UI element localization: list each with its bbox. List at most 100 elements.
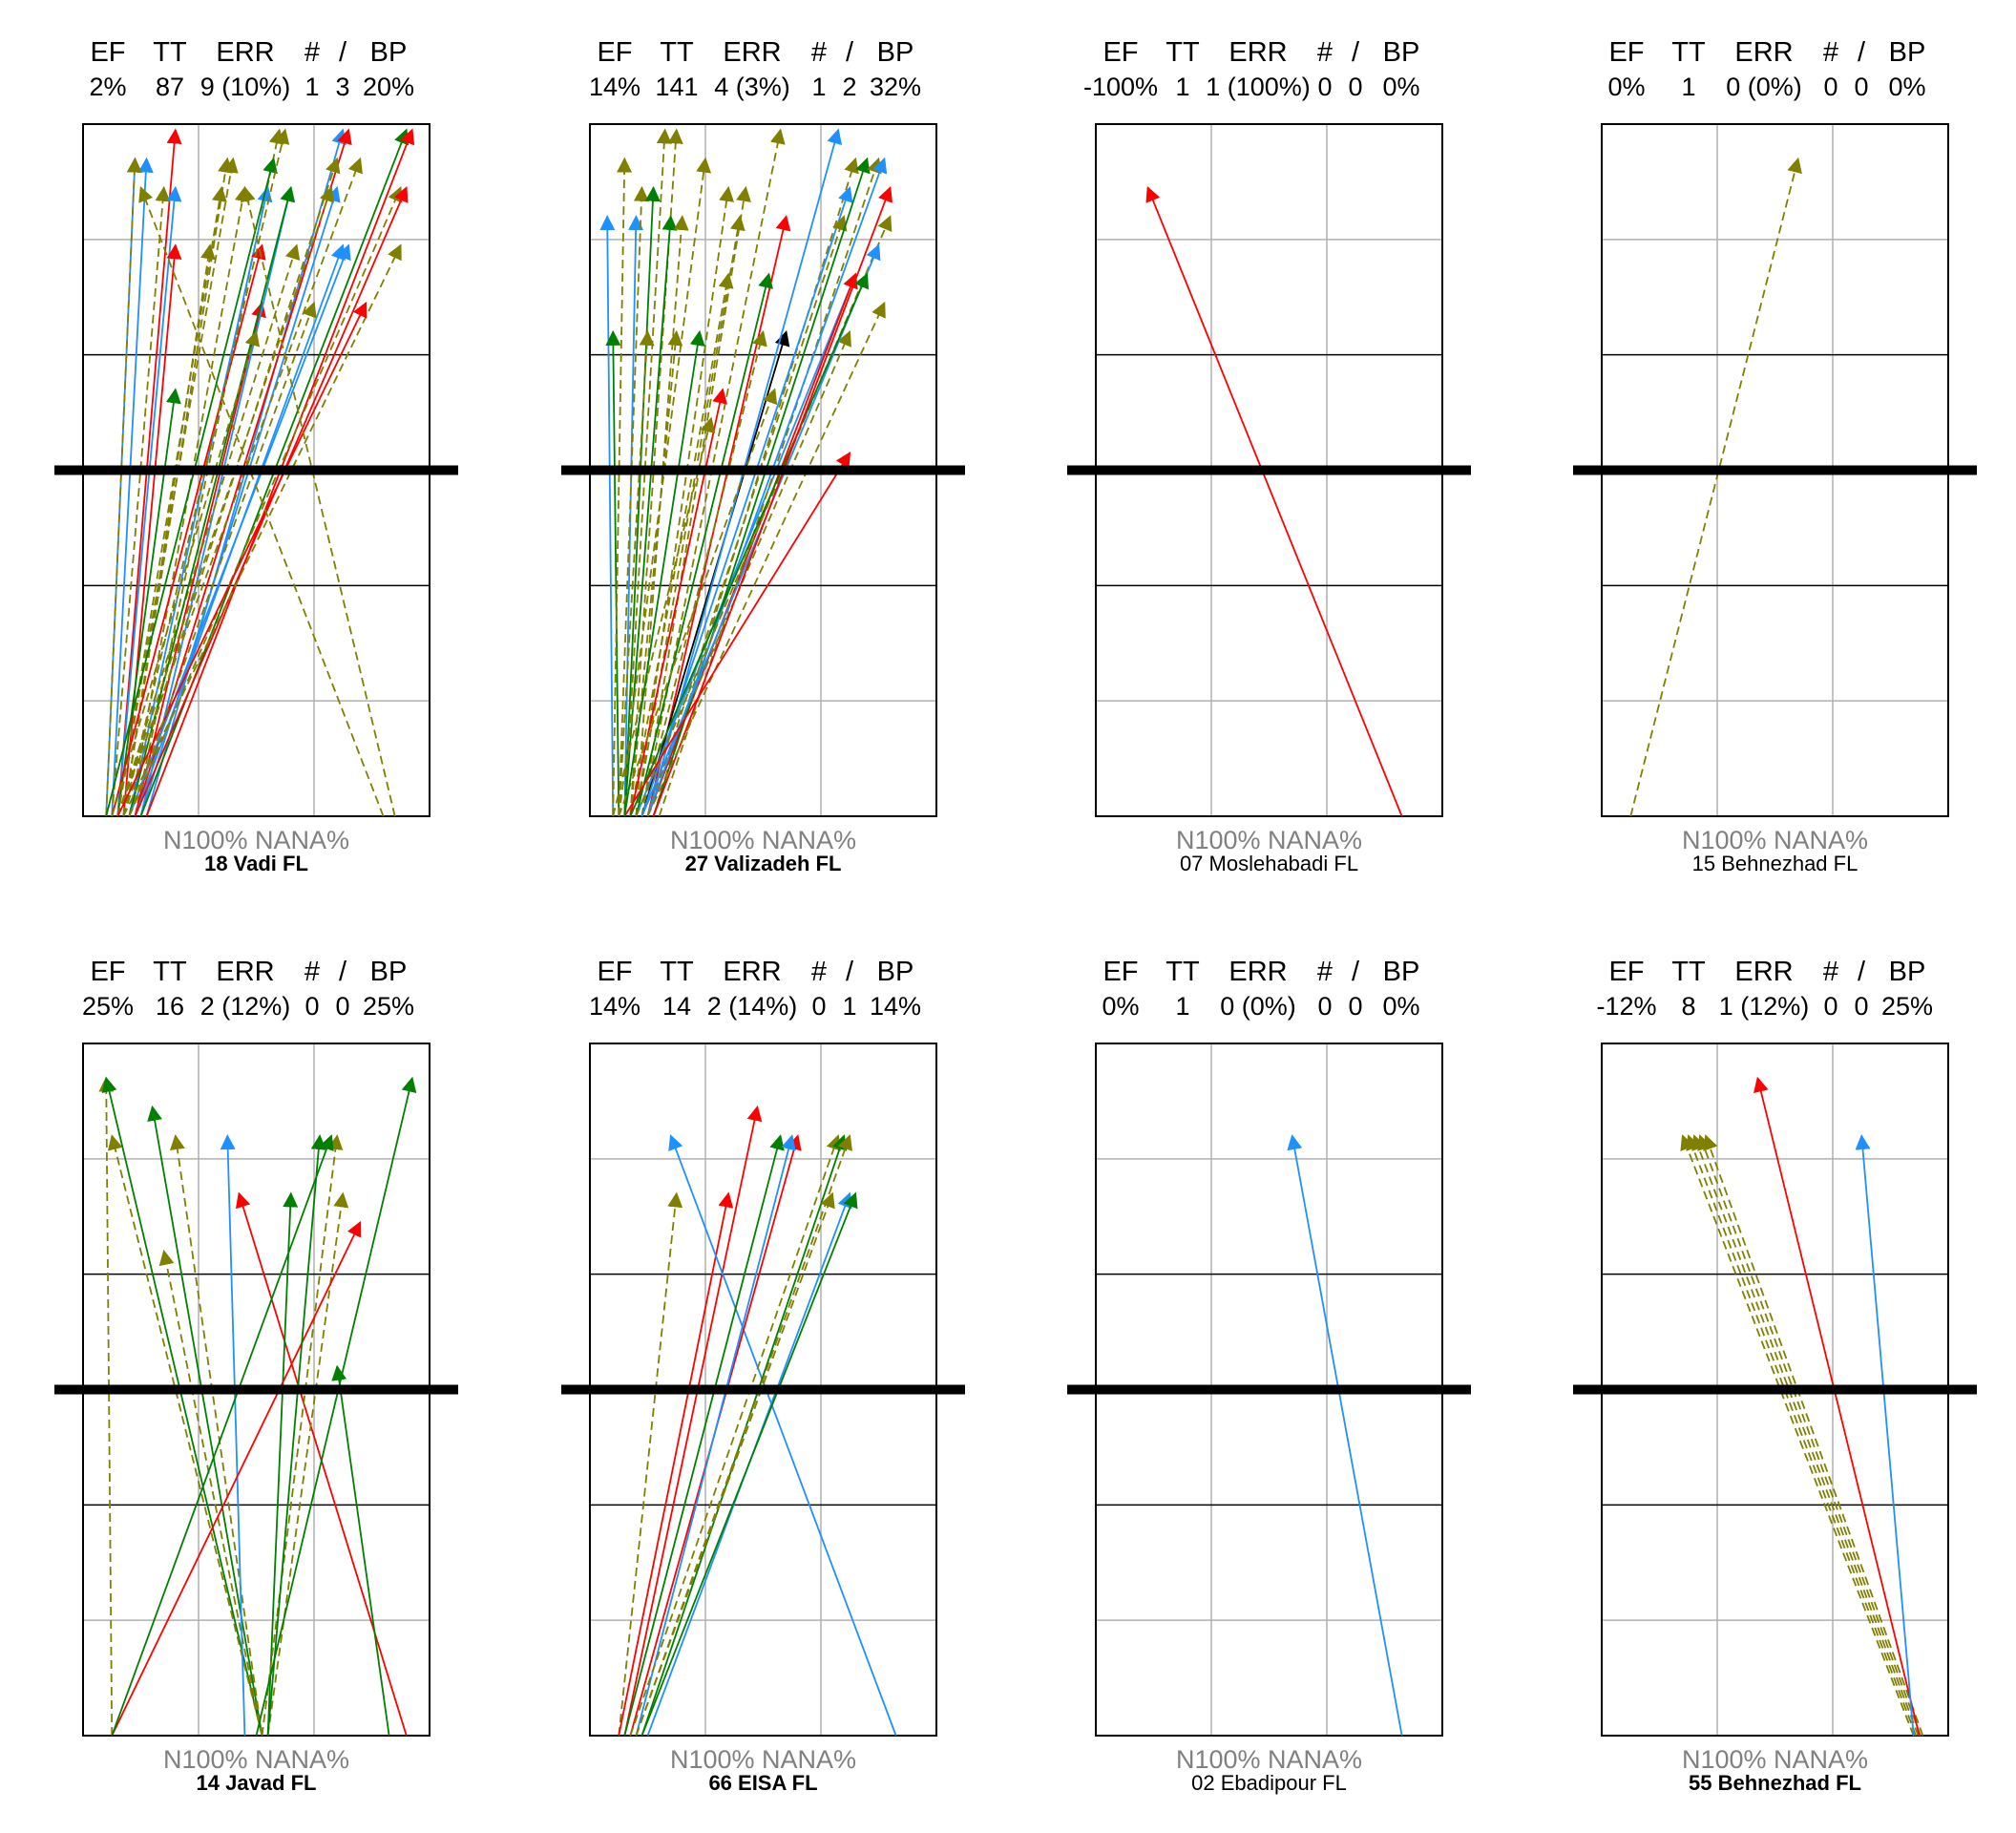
attack-arrow bbox=[1703, 1134, 1924, 1737]
stat-value: 0 bbox=[1823, 992, 1838, 1021]
attack-arrow bbox=[105, 157, 278, 817]
attack-arrow bbox=[623, 1105, 763, 1737]
attack-arrow bbox=[255, 1076, 417, 1737]
stat-value: 16 bbox=[156, 992, 184, 1021]
zone-efficiency-label: N100% NANA% bbox=[670, 826, 856, 854]
player-label: 55 Behnezhad FL bbox=[1689, 1771, 1861, 1795]
attack-arrow bbox=[128, 185, 403, 817]
stat-header-1: TT bbox=[153, 37, 187, 68]
attack-arrow bbox=[266, 1134, 326, 1737]
stat-header-2: ERR bbox=[723, 37, 781, 68]
stat-header-5: BP bbox=[1889, 957, 1926, 987]
stat-value: 0% bbox=[1102, 992, 1139, 1021]
attack-arrow bbox=[105, 157, 142, 817]
attack-arrow bbox=[134, 185, 409, 817]
attack-arrow bbox=[331, 1364, 390, 1737]
stat-value: 1 bbox=[1681, 73, 1695, 101]
attack-arrow bbox=[158, 1249, 263, 1737]
stat-value: -12% bbox=[1596, 992, 1656, 1021]
stat-header-3: # bbox=[304, 957, 320, 987]
attack-arrow bbox=[122, 243, 216, 817]
stat-value: 9 (10%) bbox=[200, 73, 291, 101]
stat-value: 8 bbox=[1681, 992, 1695, 1021]
stat-value: 0 bbox=[1348, 73, 1362, 101]
attack-arrow bbox=[261, 1134, 344, 1737]
attack-arrow bbox=[134, 243, 346, 817]
attack-arrow bbox=[652, 157, 871, 817]
attack-arrow bbox=[122, 243, 402, 817]
stat-value: 0 bbox=[1348, 992, 1362, 1021]
stat-value: 0 bbox=[335, 992, 349, 1021]
attack-arrow bbox=[623, 452, 851, 817]
stat-value: 2% bbox=[89, 73, 126, 101]
attack-arrow bbox=[266, 1191, 299, 1737]
attack-arrow bbox=[138, 185, 385, 817]
stat-header-5: BP bbox=[877, 957, 914, 987]
stat-value: 0% bbox=[1382, 992, 1419, 1021]
stat-header-1: TT bbox=[1671, 957, 1706, 987]
attack-arrow bbox=[640, 329, 767, 817]
attack-arrow bbox=[640, 1191, 858, 1737]
stat-header-5: BP bbox=[1383, 957, 1420, 987]
attack-arrow bbox=[111, 157, 154, 817]
attack-arrow bbox=[101, 1076, 263, 1737]
stat-value: 14% bbox=[589, 73, 640, 101]
attack-arrow bbox=[629, 388, 727, 817]
stat-value: 1 (100%) bbox=[1206, 73, 1311, 101]
attack-arrow bbox=[635, 272, 773, 817]
stat-value: 0 bbox=[1317, 73, 1332, 101]
attack-arrow bbox=[169, 1134, 263, 1737]
stat-header-0: EF bbox=[90, 957, 125, 987]
stat-header-5: BP bbox=[1889, 37, 1926, 68]
player-label: 14 Javad FL bbox=[197, 1771, 317, 1795]
stat-header-1: TT bbox=[1671, 37, 1706, 68]
attack-arrow bbox=[629, 1134, 841, 1737]
stat-header-0: EF bbox=[1102, 37, 1138, 68]
stat-header-3: # bbox=[1317, 37, 1333, 68]
attack-arrow bbox=[240, 185, 396, 817]
attack-arrow bbox=[635, 215, 746, 817]
attack-arrow bbox=[668, 1134, 897, 1737]
attack-arrow bbox=[116, 301, 368, 817]
attack-arrow bbox=[1691, 1134, 1920, 1737]
stat-header-5: BP bbox=[877, 37, 914, 68]
attack-arrow bbox=[635, 1134, 796, 1737]
attack-arrow bbox=[116, 185, 335, 817]
stat-value: 1 bbox=[304, 73, 319, 101]
attack-arrow bbox=[220, 1134, 246, 1737]
stat-value: 1 bbox=[842, 992, 856, 1021]
stat-header-2: ERR bbox=[216, 957, 274, 987]
attack-arrow bbox=[612, 416, 716, 817]
player-label: 66 EISA FL bbox=[708, 1771, 817, 1795]
attack-arrow bbox=[618, 157, 712, 817]
stat-header-1: TT bbox=[660, 957, 694, 987]
stat-header-5: BP bbox=[370, 37, 408, 68]
stat-header-1: TT bbox=[1166, 37, 1200, 68]
stat-header-4: / bbox=[1352, 957, 1360, 987]
stat-value: 0 (0%) bbox=[1220, 992, 1296, 1021]
stat-header-2: ERR bbox=[216, 37, 274, 68]
stat-header-3: # bbox=[811, 957, 827, 987]
stat-header-4: / bbox=[846, 37, 854, 68]
stat-header-0: EF bbox=[90, 37, 125, 68]
stat-value: -100% bbox=[1083, 73, 1158, 101]
stat-value: 32% bbox=[870, 73, 921, 101]
zone-efficiency-label: N100% NANA% bbox=[1682, 1745, 1868, 1774]
attack-arrow bbox=[623, 1134, 785, 1737]
attack-arrow bbox=[612, 157, 633, 817]
stat-value: 0 (0%) bbox=[1726, 73, 1802, 101]
attack-arrow bbox=[629, 272, 734, 817]
attack-arrow bbox=[629, 128, 683, 817]
attack-arrow bbox=[111, 1134, 334, 1737]
stat-value: 14% bbox=[589, 992, 640, 1021]
stat-header-4: / bbox=[339, 37, 347, 68]
stat-value: 3 bbox=[335, 73, 349, 101]
attack-arrow bbox=[128, 185, 273, 817]
attack-arrow bbox=[618, 1191, 734, 1737]
stat-header-4: / bbox=[1858, 957, 1866, 987]
player-label: 18 Vadi FL bbox=[204, 852, 308, 875]
stat-value: 1 bbox=[811, 73, 826, 101]
attack-arrow bbox=[116, 185, 182, 817]
attack-arrow bbox=[635, 1191, 835, 1737]
